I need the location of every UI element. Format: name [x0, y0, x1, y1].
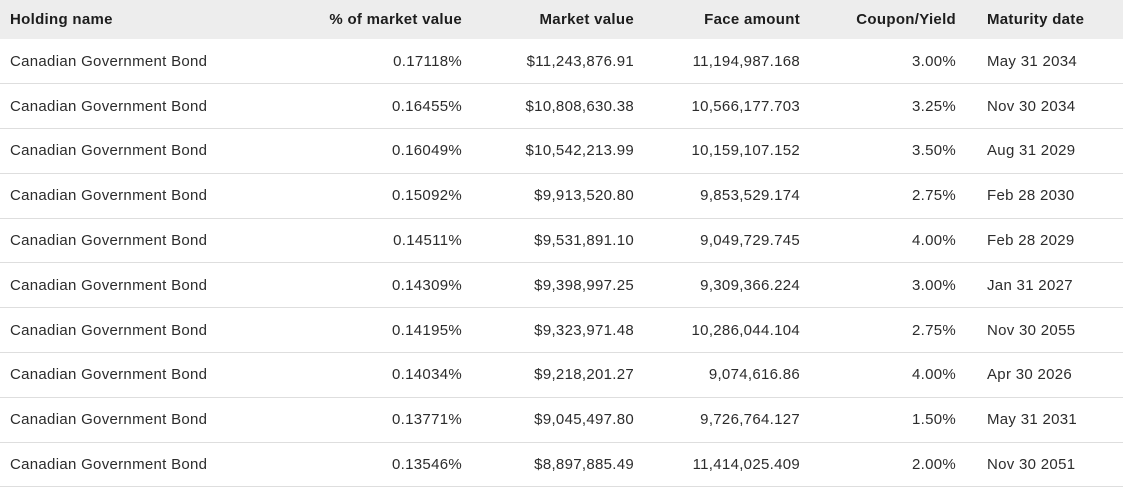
cell-holding-name: Canadian Government Bond [0, 128, 310, 174]
cell-holding-name: Canadian Government Bond [0, 352, 310, 398]
table-row: Canadian Government Bond 0.14309% $9,398,9… [0, 262, 1123, 309]
cell-face-amount: 10,566,177.703 [634, 83, 800, 130]
table-row: Canadian Government Bond 0.13546% $8,897,8… [0, 442, 1123, 488]
cell-market-value: $9,913,520.80 [462, 173, 634, 219]
cell-pct-market-value: 0.14195% [310, 307, 462, 354]
cell-pct-market-value: 0.14034% [310, 352, 462, 398]
cell-maturity-date: May 31 2031 [956, 397, 1123, 443]
table-row: Canadian Government Bond 0.14195% $9,323,9… [0, 307, 1123, 354]
cell-holding-name: Canadian Government Bond [0, 173, 310, 219]
cell-maturity-date: Aug 31 2029 [956, 128, 1123, 174]
cell-maturity-date: Feb 28 2030 [956, 173, 1123, 219]
column-header-maturity-date: Maturity date [956, 0, 1123, 39]
cell-market-value: $9,531,891.10 [462, 218, 634, 264]
cell-market-value: $8,897,885.49 [462, 442, 634, 488]
cell-maturity-date: May 31 2034 [956, 39, 1123, 85]
cell-market-value: $9,398,997.25 [462, 262, 634, 309]
header-row: Holding name % of market value Market va… [0, 0, 1123, 39]
cell-coupon-yield: 4.00% [800, 218, 956, 264]
cell-holding-name: Canadian Government Bond [0, 397, 310, 443]
cell-face-amount: 9,049,729.745 [634, 218, 800, 264]
cell-pct-market-value: 0.14309% [310, 262, 462, 309]
cell-pct-market-value: 0.13546% [310, 442, 462, 488]
cell-pct-market-value: 0.16049% [310, 128, 462, 174]
cell-face-amount: 11,194,987.168 [634, 39, 800, 85]
cell-pct-market-value: 0.15092% [310, 173, 462, 219]
cell-face-amount: 9,726,764.127 [634, 397, 800, 443]
cell-holding-name: Canadian Government Bond [0, 39, 310, 85]
table-row: Canadian Government Bond 0.14511% $9,531,8… [0, 218, 1123, 264]
cell-maturity-date: Jan 31 2027 [956, 262, 1123, 309]
cell-coupon-yield: 2.75% [800, 307, 956, 354]
cell-market-value: $9,045,497.80 [462, 397, 634, 443]
cell-face-amount: 10,159,107.152 [634, 128, 800, 174]
table-row: Canadian Government Bond 0.15092% $9,913,5… [0, 173, 1123, 219]
cell-face-amount: 9,074,616.86 [634, 352, 800, 398]
cell-coupon-yield: 3.00% [800, 262, 956, 309]
cell-coupon-yield: 2.00% [800, 442, 956, 488]
cell-maturity-date: Nov 30 2034 [956, 83, 1123, 130]
cell-pct-market-value: 0.13771% [310, 397, 462, 443]
table-body: Canadian Government Bond 0.17118% $11,243,… [0, 39, 1123, 488]
cell-maturity-date: Feb 28 2029 [956, 218, 1123, 264]
cell-face-amount: 9,309,366.224 [634, 262, 800, 309]
table-row: Canadian Government Bond 0.13771% $9,045,4… [0, 397, 1123, 443]
cell-face-amount: 9,853,529.174 [634, 173, 800, 219]
cell-maturity-date: Nov 30 2055 [956, 307, 1123, 354]
cell-market-value: $11,243,876.91 [462, 39, 634, 85]
cell-coupon-yield: 3.25% [800, 83, 956, 130]
cell-face-amount: 11,414,025.409 [634, 442, 800, 488]
cell-face-amount: 10,286,044.104 [634, 307, 800, 354]
cell-maturity-date: Apr 30 2026 [956, 352, 1123, 398]
cell-pct-market-value: 0.17118% [310, 39, 462, 85]
column-header-pct-market-value: % of market value [310, 0, 462, 39]
cell-pct-market-value: 0.14511% [310, 218, 462, 264]
column-header-market-value: Market value [462, 0, 634, 39]
column-header-coupon-yield: Coupon/Yield [800, 0, 956, 39]
cell-coupon-yield: 2.75% [800, 173, 956, 219]
cell-market-value: $10,808,630.38 [462, 83, 634, 130]
column-header-holding-name: Holding name [0, 0, 310, 39]
cell-maturity-date: Nov 30 2051 [956, 442, 1123, 488]
cell-holding-name: Canadian Government Bond [0, 307, 310, 354]
cell-coupon-yield: 3.00% [800, 39, 956, 85]
cell-coupon-yield: 4.00% [800, 352, 956, 398]
table-row: Canadian Government Bond 0.14034% $9,218,2… [0, 352, 1123, 398]
column-header-face-amount: Face amount [634, 0, 800, 39]
cell-holding-name: Canadian Government Bond [0, 262, 310, 309]
cell-coupon-yield: 3.50% [800, 128, 956, 174]
cell-pct-market-value: 0.16455% [310, 83, 462, 130]
table-header: Holding name % of market value Market va… [0, 0, 1123, 39]
cell-market-value: $9,323,971.48 [462, 307, 634, 354]
table-row: Canadian Government Bond 0.16455% $10,808,… [0, 83, 1123, 130]
cell-holding-name: Canadian Government Bond [0, 83, 310, 130]
cell-holding-name: Canadian Government Bond [0, 218, 310, 264]
cell-coupon-yield: 1.50% [800, 397, 956, 443]
cell-market-value: $10,542,213.99 [462, 128, 634, 174]
table-row: Canadian Government Bond 0.17118% $11,243,… [0, 39, 1123, 85]
cell-holding-name: Canadian Government Bond [0, 442, 310, 488]
table-row: Canadian Government Bond 0.16049% $10,542,… [0, 128, 1123, 174]
cell-market-value: $9,218,201.27 [462, 352, 634, 398]
